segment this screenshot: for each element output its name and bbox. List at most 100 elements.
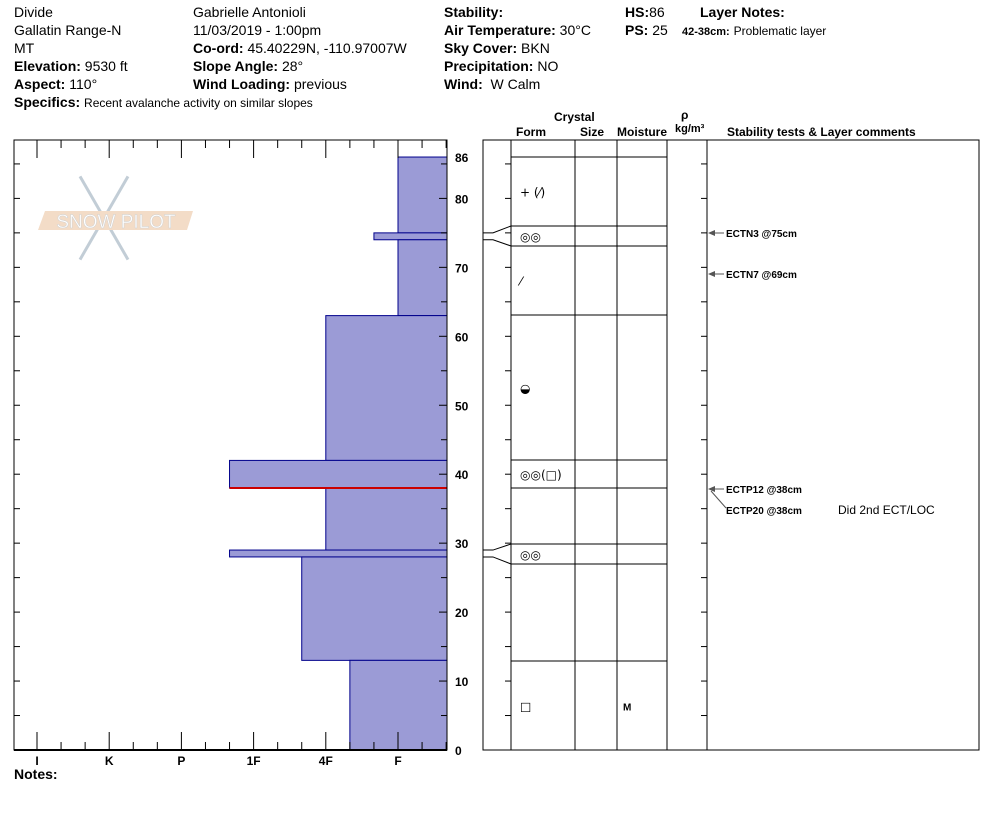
grain-form: ◎◎ bbox=[520, 548, 541, 562]
coord: Co-ord: 45.40229N, -110.97007W bbox=[193, 39, 407, 57]
state: MT bbox=[14, 40, 35, 56]
air-temp-label: Air Temperature: bbox=[444, 22, 556, 38]
aspect-label: Aspect: bbox=[14, 76, 66, 92]
stability-test-label: ECTP20 @38cm bbox=[726, 506, 802, 517]
stability-test-label: ECTP12 @38cm bbox=[726, 485, 802, 496]
aspect: Aspect: 110° bbox=[14, 75, 97, 93]
hardness-layer bbox=[397, 156, 448, 234]
arrow-head-icon bbox=[708, 230, 715, 236]
grain-form: ⁄ bbox=[517, 275, 525, 289]
wind-label: Wind: bbox=[444, 76, 483, 92]
air-temp: Air Temperature: 30°C bbox=[444, 21, 591, 39]
density-unit-header: kg/m³ bbox=[675, 123, 705, 135]
moisture-value: M bbox=[623, 703, 631, 714]
hardness-label-I: I bbox=[35, 754, 38, 768]
precip-label: Precipitation: bbox=[444, 58, 534, 74]
hardness-label-F: F bbox=[394, 754, 401, 768]
grain-form: + (⁄) bbox=[520, 186, 545, 200]
snowpilot-logo: SNOW PILOT bbox=[38, 175, 193, 261]
sky-label: Sky Cover: bbox=[444, 40, 518, 56]
slope: Slope Angle: 28° bbox=[193, 57, 303, 75]
air-temp-value: 30°C bbox=[559, 22, 591, 38]
depth-label-10: 10 bbox=[455, 675, 469, 689]
depth-connector bbox=[483, 239, 512, 247]
form-header: Form bbox=[516, 125, 546, 139]
elevation-label: Elevation: bbox=[14, 58, 81, 74]
coord-label: Co-ord: bbox=[193, 40, 244, 56]
ps-value: 25 bbox=[652, 22, 668, 38]
layer-note-text: Problematic layer bbox=[733, 24, 827, 38]
wind-loading-value: previous bbox=[293, 76, 347, 92]
specifics: Specifics: Recent avalanche activity on … bbox=[14, 93, 313, 112]
depth-label-70: 70 bbox=[455, 261, 469, 275]
svg-text:SNOW PILOT: SNOW PILOT bbox=[56, 212, 176, 233]
grain-form: ◎◎(□) bbox=[520, 468, 562, 482]
layer-note-range: 42-38cm: bbox=[682, 26, 730, 38]
arrow-head-icon bbox=[708, 486, 715, 492]
observer: Gabrielle Antonioli bbox=[193, 4, 306, 20]
test-arrow bbox=[710, 490, 727, 509]
grain-form: ◒ bbox=[520, 382, 530, 396]
specifics-value: Recent avalanche activity on similar slo… bbox=[84, 96, 313, 110]
layer-notes-label: Layer Notes: bbox=[700, 4, 785, 20]
layer-table-frame bbox=[482, 139, 980, 751]
hardness-label-1F: 1F bbox=[247, 754, 261, 768]
hs-label: HS: bbox=[625, 4, 650, 20]
depth-label-30: 30 bbox=[455, 537, 469, 551]
precip-value: NO bbox=[537, 58, 559, 74]
depth-label-80: 80 bbox=[455, 192, 469, 206]
specifics-label: Specifics: bbox=[14, 94, 81, 110]
hardness-label-4F: 4F bbox=[319, 754, 333, 768]
depth-label-86: 86 bbox=[455, 151, 469, 165]
wind-loading-label: Wind Loading: bbox=[193, 76, 291, 92]
location: Divide bbox=[14, 4, 53, 20]
hardness-label-P: P bbox=[177, 754, 185, 768]
moisture-header: Moisture bbox=[617, 125, 668, 139]
slope-value: 28° bbox=[281, 58, 304, 74]
aspect-value: 110° bbox=[69, 76, 98, 92]
hardness-layer bbox=[325, 315, 448, 461]
datetime: 11/03/2019 - 1:00pm bbox=[193, 22, 322, 38]
stability-test-comment: Did 2nd ECT/LOC bbox=[838, 503, 935, 517]
elevation-value: 9530 ft bbox=[84, 58, 128, 74]
depth-connector bbox=[483, 556, 512, 565]
hardness-layer bbox=[301, 556, 448, 661]
ps-label: PS: bbox=[625, 22, 649, 38]
depth-label-40: 40 bbox=[455, 468, 469, 482]
size-header: Size bbox=[580, 125, 605, 139]
depth-label-50: 50 bbox=[455, 399, 469, 413]
depth-label-20: 20 bbox=[455, 606, 469, 620]
hs: HS:86 bbox=[625, 3, 665, 21]
stability-label: Stability: bbox=[444, 4, 504, 20]
crystal-header: Crystal bbox=[554, 110, 595, 124]
hardness-layer bbox=[373, 232, 448, 241]
notes-label: Notes: bbox=[14, 766, 58, 782]
hardness-layer bbox=[229, 549, 448, 558]
range: Gallatin Range-N bbox=[14, 22, 122, 38]
wind-value: W Calm bbox=[490, 76, 541, 92]
rho-header: ρ bbox=[681, 108, 689, 122]
elevation: Elevation: 9530 ft bbox=[14, 57, 128, 75]
depth-connector bbox=[483, 543, 512, 551]
wind: Wind: W Calm bbox=[444, 75, 540, 93]
coord-value: 45.40229N, -110.97007W bbox=[247, 40, 407, 56]
hs-value: 86 bbox=[649, 4, 665, 20]
hardness-label-K: K bbox=[105, 754, 114, 768]
hardness-layer bbox=[397, 239, 448, 317]
stability-test-label: ECTN7 @69cm bbox=[726, 270, 797, 281]
wind-loading: Wind Loading: previous bbox=[193, 75, 347, 93]
comments-header: Stability tests & Layer comments bbox=[727, 125, 916, 139]
arrow-head-icon bbox=[708, 271, 715, 277]
slope-label: Slope Angle: bbox=[193, 58, 279, 74]
hardness-layer bbox=[325, 487, 448, 551]
layer-note: 42-38cm: Problematic layer bbox=[682, 21, 826, 41]
stability-test-label: ECTN3 @75cm bbox=[726, 229, 797, 240]
depth-label-0: 0 bbox=[455, 744, 462, 758]
sky-cover: Sky Cover: BKN bbox=[444, 39, 550, 57]
depth-label-60: 60 bbox=[455, 330, 469, 344]
depth-connector bbox=[483, 225, 512, 234]
ps: PS: 25 bbox=[625, 21, 668, 39]
sky-value: BKN bbox=[521, 40, 550, 56]
grain-form: ◎◎ bbox=[520, 230, 541, 244]
